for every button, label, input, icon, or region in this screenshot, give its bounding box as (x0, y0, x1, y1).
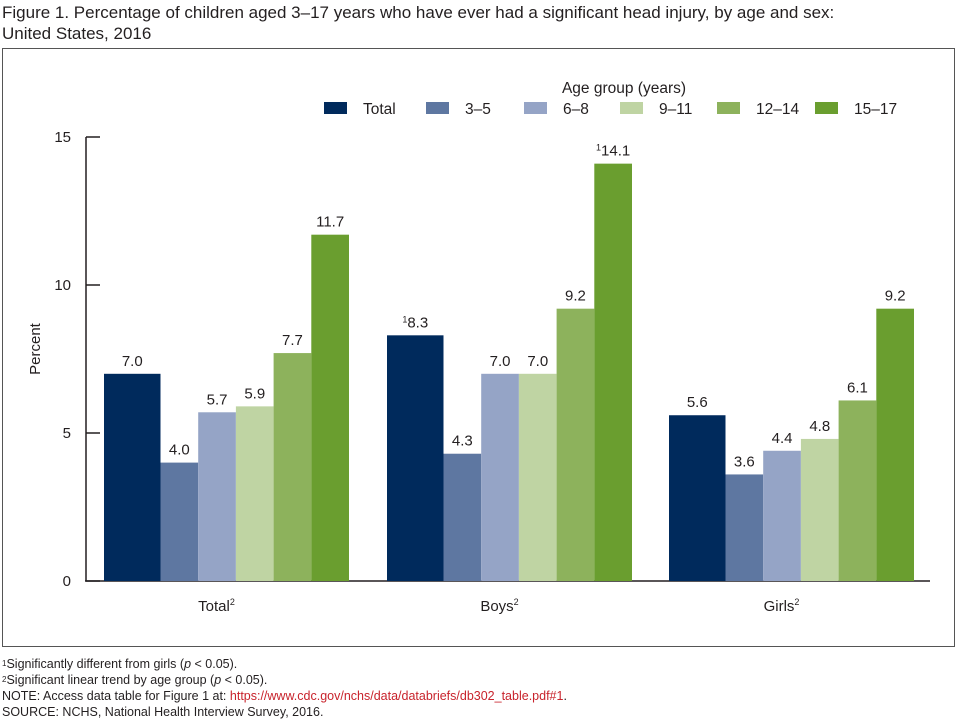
category-footnote: 2 (230, 597, 235, 607)
bar-boys-5 (594, 163, 632, 581)
bar-value-label: 6.1 (847, 379, 868, 396)
bar-value-label: 5.6 (687, 394, 708, 411)
legend-label-4: 12–14 (756, 101, 799, 118)
bar-girls-1 (725, 474, 764, 581)
y-tick-label: 5 (63, 425, 71, 442)
bar-value-label: 9.2 (885, 288, 906, 305)
figure-title: Figure 1. Percentage of children aged 3–… (2, 2, 834, 44)
x-category-label: Boys2 (480, 597, 518, 615)
y-tick-label: 0 (63, 573, 71, 590)
footnote-1: 1Significantly different from girls (p <… (2, 657, 238, 671)
bar-boys-1 (443, 453, 482, 581)
legend-title: Age group (years) (562, 80, 686, 97)
bar-total-2 (198, 412, 236, 581)
bar-total-1 (160, 462, 199, 581)
bar-boys-2 (481, 373, 519, 581)
bar-girls-5 (876, 308, 914, 581)
bar-boys-0 (387, 335, 444, 581)
bar-value-label: 3.6 (734, 453, 755, 470)
bar-value-label: 114.1 (596, 143, 630, 160)
y-tick-label: 15 (54, 129, 71, 146)
legend-label-3: 9–11 (659, 101, 692, 118)
bar-chart: 0 5 10 15 Percent Age group (years) Total 3–5 6–… (27, 80, 930, 615)
bar-value-label: 5.7 (207, 391, 228, 408)
legend-swatch-0 (324, 102, 347, 114)
bar-value-label: 4.3 (452, 433, 473, 450)
legend-swatch-1 (426, 102, 449, 114)
bar-value-label: 11.7 (316, 214, 344, 231)
bar-value-label: 9.2 (565, 288, 586, 305)
value-label-number: 8.3 (407, 314, 428, 331)
bar-total-4 (273, 353, 312, 581)
x-category-label: Girls2 (764, 597, 800, 615)
legend-label-5: 15–17 (854, 101, 897, 118)
source-line: SOURCE: NCHS, National Health Interview … (2, 705, 324, 719)
legend-label-2: 6–8 (563, 101, 589, 118)
bar-value-label: 4.0 (169, 442, 190, 459)
bar-girls-3 (800, 438, 839, 581)
legend-label-1: 3–5 (465, 101, 491, 118)
note-line: NOTE: Access data table for Figure 1 at:… (2, 689, 567, 703)
value-label-footnote: 1 (596, 143, 601, 153)
bar-girls-4 (838, 400, 877, 581)
figure-title-line2: United States, 2016 (2, 24, 152, 43)
bar-total-3 (235, 406, 274, 581)
legend-swatch-4 (717, 102, 740, 114)
legend-swatch-3 (620, 102, 643, 114)
bar-total-0 (104, 373, 161, 581)
category-footnote: 2 (794, 597, 799, 607)
bar-value-label: 7.0 (122, 353, 143, 370)
legend-swatch-5 (815, 102, 838, 114)
bar-value-label: 7.7 (282, 332, 303, 349)
y-axis-label: Percent (27, 322, 44, 375)
bar-total-5 (311, 234, 349, 581)
category-footnote: 2 (514, 597, 519, 607)
value-label-footnote: 1 (402, 314, 407, 324)
figure-title-line1: Figure 1. Percentage of children aged 3–… (2, 3, 835, 22)
value-label-number: 14.1 (601, 143, 630, 160)
chart-frame (2, 48, 955, 647)
bar-value-label: 4.8 (809, 418, 830, 435)
y-tick-label: 10 (54, 277, 71, 294)
bar-boys-4 (556, 308, 595, 581)
data-table-link[interactable]: https://www.cdc.gov/nchs/data/databriefs… (229, 689, 564, 703)
bar-girls-2 (763, 450, 801, 581)
bar-girls-0 (669, 415, 726, 581)
legend-swatch-2 (524, 102, 547, 114)
bar-value-label: 18.3 (402, 314, 428, 331)
bar-value-label: 4.4 (772, 430, 793, 447)
bar-value-label: 5.9 (244, 385, 265, 402)
x-category-label: Total2 (198, 597, 235, 615)
bar-value-label: 7.0 (527, 353, 548, 370)
bar-boys-3 (518, 373, 557, 581)
legend-label-0: Total (363, 101, 396, 118)
footnote-2: 2Significant linear trend by age group (… (2, 673, 268, 687)
bar-value-label: 7.0 (490, 353, 511, 370)
